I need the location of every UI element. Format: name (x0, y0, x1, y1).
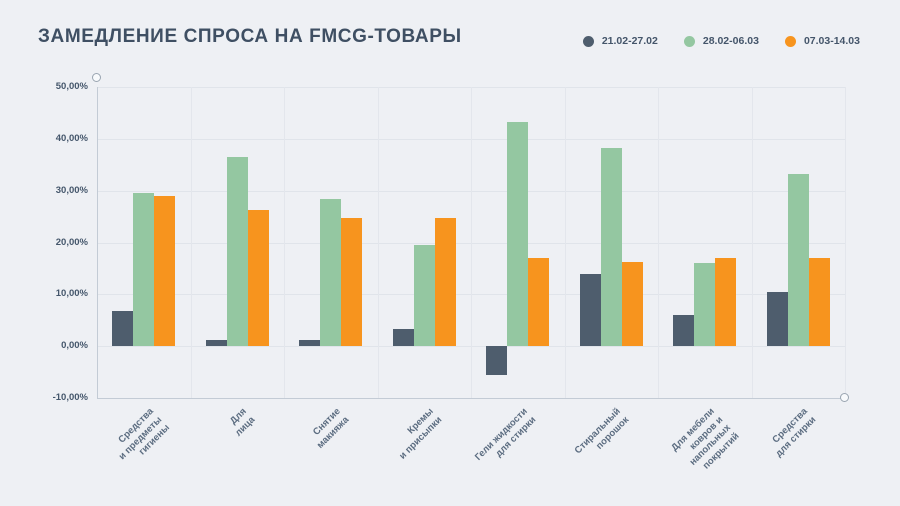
bar-series-2-category-6 (600, 148, 622, 347)
bar-series-2-category-2 (226, 156, 248, 347)
bar-series-1-category-6 (579, 273, 601, 347)
legend-dot-icon (683, 35, 695, 47)
y-tick-label: -10,00% (52, 392, 88, 403)
gridline-vertical (845, 87, 846, 398)
gridline-vertical (751, 87, 753, 398)
bar-series-3-category-7 (715, 257, 737, 347)
y-tick-label: 30,00% (55, 184, 88, 196)
y-tick-label: 10,00% (55, 288, 88, 300)
bar-series-1-category-8 (766, 291, 788, 347)
legend-dot-icon (582, 35, 594, 47)
y-tick-label: 0,00% (61, 340, 88, 352)
legend-label: 28.02-06.03 (702, 35, 759, 47)
bar-series-3-category-1 (154, 196, 176, 347)
gridline-vertical (190, 87, 192, 398)
y-axis-line (97, 87, 98, 398)
bar-series-3-category-3 (341, 217, 363, 347)
bar-series-3-category-5 (528, 257, 550, 347)
bar-series-3-category-8 (808, 257, 830, 347)
y-tick-label: 40,00% (55, 132, 88, 144)
legend-dot-icon (784, 35, 796, 47)
bar-series-1-category-4 (392, 328, 414, 347)
legend: 21.02-27.02 28.02-06.03 07.03-14.03 (582, 35, 860, 47)
legend-label: 21.02-27.02 (601, 35, 658, 47)
axis-handle-bottom-right[interactable] (840, 393, 849, 402)
bar-series-1-category-3 (299, 339, 321, 347)
gridline-vertical (377, 87, 379, 398)
y-tick-label: 20,00% (55, 236, 88, 248)
legend-label: 07.03-14.03 (803, 35, 860, 47)
bar-series-2-category-3 (320, 199, 342, 347)
bar-series-2-category-8 (787, 173, 809, 347)
bar-series-3-category-4 (434, 217, 456, 347)
y-tick-label: 50,00% (55, 81, 88, 92)
bar-series-1-category-5 (486, 346, 508, 376)
legend-item-period-1[interactable]: 21.02-27.02 (582, 35, 658, 47)
gridline-vertical (284, 87, 285, 398)
legend-item-period-2[interactable]: 28.02-06.03 (683, 35, 759, 47)
bar-series-1-category-1 (112, 310, 134, 347)
page-title: ЗАМЕДЛЕНИЕ СПРОСА НА FMCG-ТОВАРЫ (38, 26, 462, 47)
legend-item-period-3[interactable]: 07.03-14.03 (784, 35, 860, 47)
bar-series-1-category-2 (205, 339, 227, 347)
gridline-vertical (658, 87, 659, 398)
gridline-vertical (564, 87, 566, 398)
gridline-vertical (471, 87, 472, 398)
bar-series-2-category-5 (507, 122, 529, 347)
bar-series-1-category-7 (673, 315, 695, 347)
gridline-horizontal (97, 398, 845, 399)
plot-area (97, 87, 846, 399)
bar-series-2-category-7 (694, 262, 716, 347)
bar-series-2-category-1 (133, 193, 155, 347)
axis-handle-top[interactable] (92, 73, 101, 82)
x-axis-label: Средства и предметы гигиены (116, 406, 172, 462)
bar-series-3-category-2 (247, 209, 269, 347)
bar-series-2-category-4 (413, 244, 435, 347)
bar-series-3-category-6 (621, 262, 643, 347)
